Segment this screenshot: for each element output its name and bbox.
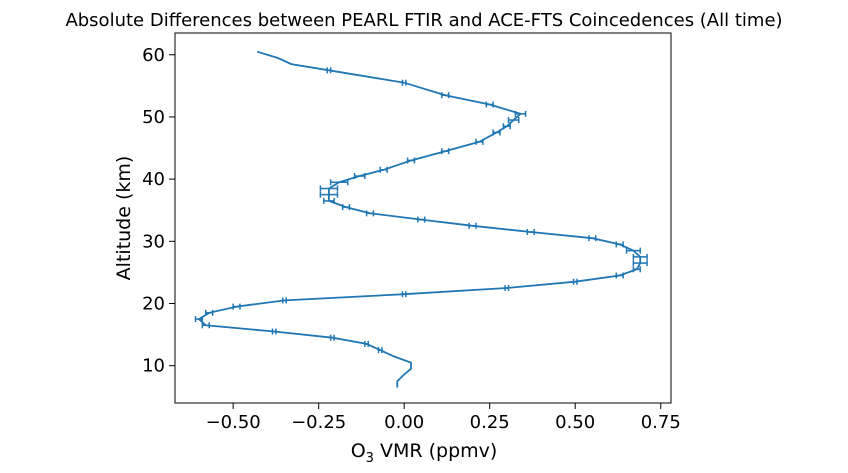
y-tick-label: 40 (142, 169, 165, 190)
plot-area (174, 32, 672, 404)
y-axis: 10 20 30 40 50 60 (142, 45, 175, 377)
y-tick-label: 10 (142, 356, 165, 377)
error-bars (194, 67, 648, 354)
y-axis-label: Altitude (km) (113, 156, 135, 281)
x-tick-label: −0.50 (206, 412, 261, 433)
x-tick-label: 0.00 (384, 412, 424, 433)
y-tick-label: 30 (142, 231, 165, 252)
x-axis: −0.50 −0.25 0.00 0.25 0.50 0.75 (206, 403, 681, 433)
x-tick-label: −0.25 (291, 412, 346, 433)
y-tick-label: 60 (142, 45, 165, 66)
y-tick-label: 20 (142, 294, 165, 315)
x-tick-label: 0.50 (555, 412, 595, 433)
chart-title: Absolute Differences between PEARL FTIR … (65, 10, 782, 31)
x-tick-label: 0.25 (470, 412, 510, 433)
x-axis-label: O3 VMR (ppmv) (351, 440, 498, 466)
series-line (197, 50, 642, 388)
y-tick-label: 50 (142, 107, 165, 128)
x-tick-label: 0.75 (641, 412, 681, 433)
